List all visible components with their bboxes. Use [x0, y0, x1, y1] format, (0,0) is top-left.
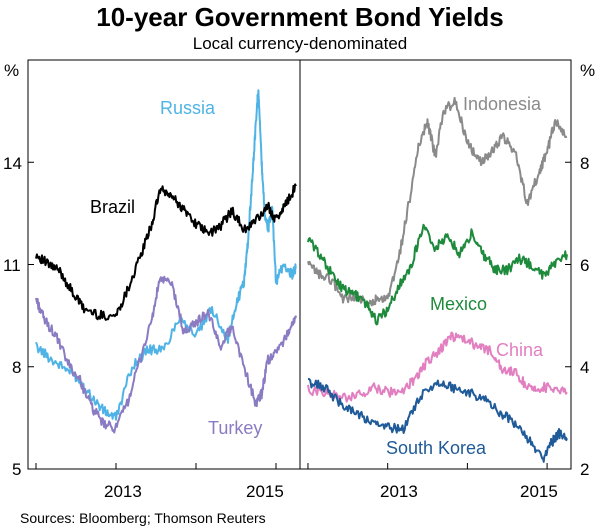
- tick-marks: [28, 161, 571, 469]
- chart-subtitle: Local currency-denominated: [192, 34, 408, 53]
- series-label-china: China: [496, 340, 544, 360]
- series-line-brazil: [35, 183, 297, 321]
- series-label-brazil: Brazil: [90, 197, 135, 217]
- left-unit-label: %: [4, 61, 19, 80]
- left-panel-lines: [35, 89, 297, 434]
- series-label-mexico: Mexico: [430, 294, 487, 314]
- source-note: Sources: Bloomberg; Thomson Reuters: [20, 510, 266, 526]
- right-ytick-2: 2: [580, 460, 589, 479]
- right-xtick-2013: 2013: [380, 482, 418, 501]
- series-label-turkey: Turkey: [208, 418, 262, 438]
- left-ytick-5: 5: [12, 460, 21, 479]
- right-ytick-6: 6: [580, 256, 589, 275]
- right-ytick-8: 8: [580, 154, 589, 173]
- right-unit-label: %: [580, 61, 595, 80]
- left-ytick-14: 14: [3, 154, 22, 173]
- left-xtick-2015: 2015: [246, 482, 284, 501]
- series-line-mexico: [307, 223, 568, 326]
- series-line-south-korea: [308, 378, 568, 463]
- right-panel-lines: [307, 96, 568, 463]
- chart-title: 10-year Government Bond Yields: [96, 2, 504, 32]
- series-label-russia: Russia: [160, 98, 216, 118]
- series-line-china: [307, 331, 568, 403]
- left-ytick-11: 11: [3, 256, 21, 275]
- series-label-south-korea: South Korea: [386, 438, 487, 458]
- left-xtick-2013: 2013: [104, 482, 142, 501]
- series-label-indonesia: Indonesia: [463, 94, 542, 114]
- right-xtick-2015: 2015: [520, 482, 558, 501]
- series-line-indonesia: [307, 96, 568, 307]
- series-line-turkey: [35, 275, 297, 434]
- left-ytick-8: 8: [12, 358, 21, 377]
- right-ytick-4: 4: [580, 358, 589, 377]
- series-line-russia: [35, 89, 297, 421]
